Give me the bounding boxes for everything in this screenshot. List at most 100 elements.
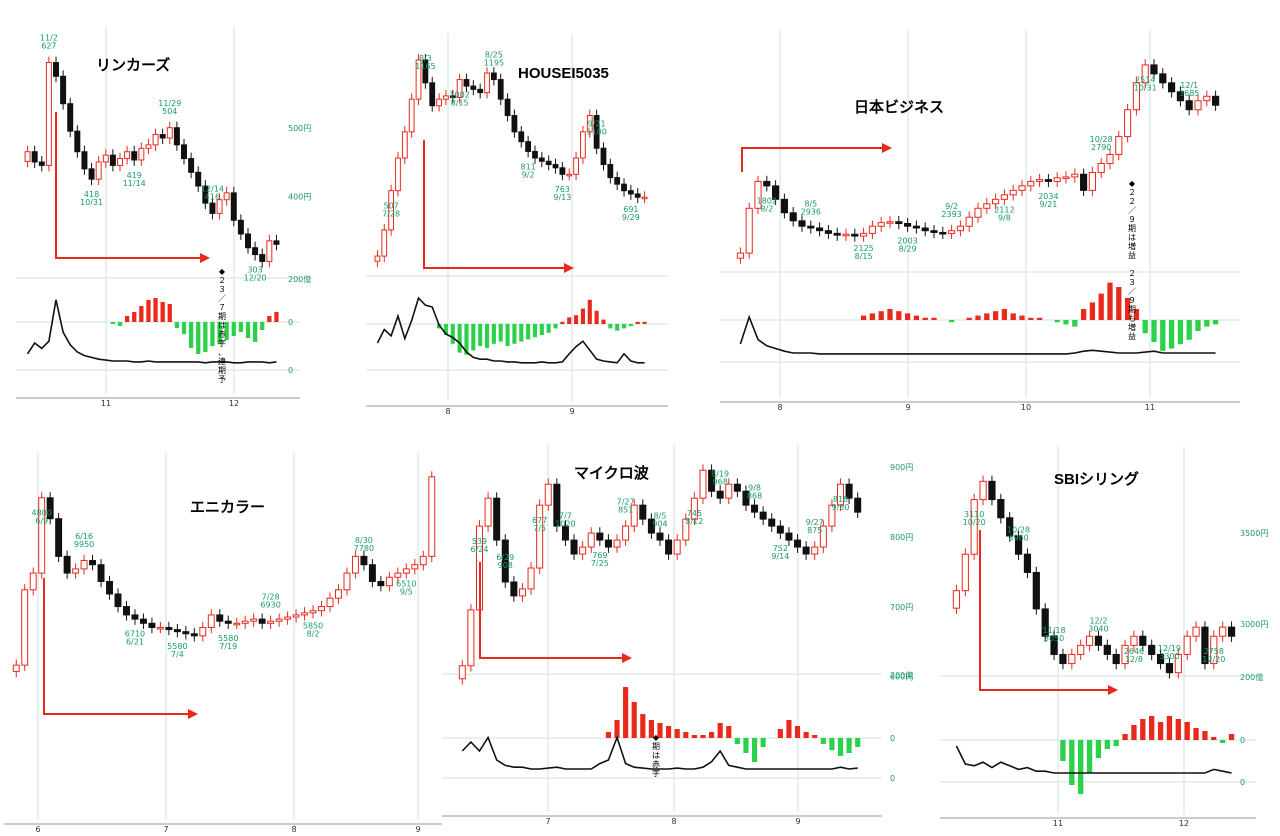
housei-red-arrow-line: [423, 140, 566, 269]
sbi-shilling-annot-date: 10/20: [963, 518, 986, 527]
anycolor-candle-body: [258, 618, 266, 624]
nihon-business-candle-body: [1080, 173, 1088, 191]
nihon-business-candle-body: [912, 225, 920, 229]
anycolor-candle-body: [97, 564, 105, 582]
rinkazu-histogram-bar: [153, 298, 158, 322]
microwave-histogram-bar: [812, 735, 818, 738]
microwave-red-arrow-head: [622, 653, 632, 663]
nihon-business-candle-body: [1106, 154, 1114, 164]
housei-histogram-bar: [615, 324, 620, 331]
housei-candle-body: [621, 183, 627, 192]
housei-histogram-bar: [512, 324, 517, 344]
nihon-business-candle-body: [868, 225, 876, 234]
rinkazu-candle-body: [31, 151, 38, 163]
sbi-shilling-histogram-bar: [1140, 719, 1146, 740]
nihon-business-month-label: 8: [777, 403, 782, 412]
housei-candle-body: [497, 79, 504, 100]
rinkazu-candle-body: [209, 202, 216, 214]
microwave-annot-date: 9/14: [771, 552, 789, 561]
microwave-annot-date: 7/27: [617, 497, 635, 506]
anycolor-red-arrow-head: [188, 709, 198, 719]
microwave-annot-date: 6/24: [471, 545, 489, 554]
nihon-business-histogram-bar: [1089, 302, 1096, 320]
microwave-candle-body: [467, 609, 475, 667]
sbi-shilling-candle-body: [1103, 644, 1111, 655]
anycolor-month-label: 8: [291, 825, 296, 834]
nihon-business-histogram-bar: [896, 311, 902, 320]
microwave-candle-body: [630, 504, 638, 527]
chart-svg-anycolor: 6 7 8 9エニカラー48006/96/16995067106/2155807/45…: [4, 452, 456, 834]
housei-histogram-bar: [443, 324, 448, 335]
microwave-histogram-bar: [631, 702, 637, 738]
sbi-shilling-annot-date: 10/28: [1007, 526, 1030, 535]
rinkazu-candle-body: [45, 62, 52, 166]
anycolor-annot-price: 4800: [32, 508, 52, 517]
housei-candle-body: [374, 255, 381, 262]
rinkazu-candle-body: [124, 151, 131, 160]
anycolor-annot-date: 7/4: [171, 650, 184, 659]
sbi-shilling-histogram-bar: [1060, 740, 1066, 761]
housei-candle-body: [395, 157, 401, 192]
microwave-note-char: ◆: [653, 733, 660, 742]
anycolor-candle-body: [131, 614, 139, 620]
housei-annot-price: 691: [623, 205, 638, 214]
sbi-shilling-histogram-bar: [1078, 740, 1084, 794]
microwave-note: ◆期は赤字: [652, 733, 660, 778]
microwave-candle-body: [785, 532, 793, 541]
nihon-business-annot-date: 8/29: [899, 245, 917, 254]
housei-candle-body: [552, 164, 559, 169]
microwave-candle-body: [544, 483, 552, 506]
sbi-shilling-candle-body: [1059, 653, 1067, 665]
rinkazu-volume-axis-label: 0: [288, 366, 293, 375]
rinkazu-candle-body: [145, 144, 152, 149]
rinkazu-candle-body: [223, 192, 230, 201]
rinkazu-annot-date: 11/29: [158, 99, 181, 108]
housei-candle-body: [422, 59, 429, 84]
sbi-shilling-candle-body: [1077, 644, 1085, 655]
housei-candle-body: [641, 196, 648, 200]
sbi-shilling-annot-price: 3960: [1008, 534, 1028, 543]
microwave-annot-price: 752: [773, 544, 788, 553]
rinkazu-candle-body: [266, 240, 273, 262]
nihon-business-candle-body: [895, 221, 903, 225]
housei-histogram-bar: [498, 324, 503, 342]
microwave-oscillator-line: [461, 735, 858, 770]
microwave-histogram-bar: [743, 738, 749, 753]
sbi-shilling-candle-body: [970, 499, 978, 555]
housei-histogram-bar: [594, 310, 599, 324]
housei-histogram-bar: [484, 324, 490, 349]
microwave-candle-body: [837, 483, 845, 506]
housei-histogram-bar: [621, 324, 627, 329]
rinkazu-histogram-bar: [146, 300, 151, 322]
sbi-shilling-annot-price: 3110: [964, 510, 984, 519]
nihon-business-candle-body: [1212, 95, 1220, 106]
anycolor-red-arrow-line: [43, 578, 190, 715]
housei-histogram-bar: [574, 315, 579, 324]
sbi-shilling-annot-price: 3050: [1044, 634, 1064, 643]
housei-histogram-bar: [587, 299, 592, 324]
chart-panel-sbi-shilling: 11 12 SBIシリング 3110 10/20 10/28 3960 11/18 3050 12…: [940, 442, 1276, 830]
microwave-candle-body: [725, 483, 733, 499]
nihon-business-histogram-bar: [948, 320, 955, 323]
microwave-annot-date: 8/12: [685, 517, 703, 526]
nihon-business-histogram-bar: [1142, 320, 1148, 334]
sbi-shilling-price-axis-label: 3000円: [1240, 620, 1268, 629]
housei-candle-body: [388, 190, 395, 231]
rinkazu-histogram-bar: [238, 322, 244, 332]
rinkazu-candle-body: [188, 158, 195, 173]
rinkazu-annot-price: 418: [84, 190, 99, 199]
microwave-annot-price: 677: [532, 516, 547, 525]
anycolor-candle-body: [29, 572, 37, 591]
microwave-annot-date: 7/5: [533, 524, 546, 533]
rinkazu-candle-body: [195, 171, 202, 187]
microwave-annot-price: 539: [472, 537, 487, 546]
housei-candle-body: [504, 98, 511, 117]
nihon-business-note-char: ９: [1128, 296, 1136, 305]
anycolor-annot-date: 8/2: [307, 629, 320, 638]
microwave-candle-body: [639, 504, 647, 520]
rinkazu-annot-price: 303: [247, 266, 262, 275]
microwave-annot-price: 904: [652, 519, 667, 528]
housei-month-label: 9: [569, 407, 574, 416]
microwave-annot-price: 968: [713, 477, 728, 486]
